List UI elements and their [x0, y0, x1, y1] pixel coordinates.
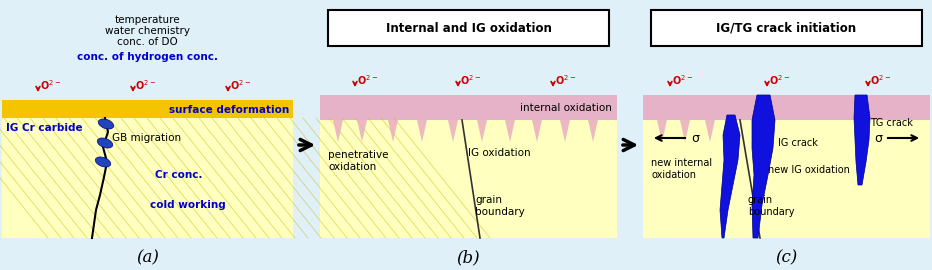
- Text: (b): (b): [457, 249, 480, 266]
- Polygon shape: [720, 115, 740, 238]
- Text: O$^{2-}$: O$^{2-}$: [672, 73, 693, 87]
- Text: σ: σ: [691, 131, 699, 144]
- Text: O$^{2-}$: O$^{2-}$: [460, 73, 481, 87]
- Ellipse shape: [97, 138, 113, 148]
- Text: water chemistry: water chemistry: [105, 26, 190, 36]
- Text: internal oxidation: internal oxidation: [520, 103, 612, 113]
- Bar: [643, 2, 930, 238]
- Text: (a): (a): [136, 249, 159, 266]
- Text: cold working: cold working: [150, 200, 226, 210]
- Bar: [643, 120, 930, 238]
- Text: GB migration: GB migration: [112, 133, 181, 143]
- Text: Cr conc.: Cr conc.: [155, 170, 202, 180]
- Polygon shape: [333, 120, 343, 142]
- Text: O$^{2-}$: O$^{2-}$: [230, 78, 251, 92]
- Polygon shape: [448, 120, 458, 142]
- Text: O$^{2-}$: O$^{2-}$: [357, 73, 378, 87]
- Text: IG crack: IG crack: [778, 138, 818, 148]
- Bar: [643, 95, 930, 120]
- Bar: [2, 2, 293, 238]
- Ellipse shape: [95, 157, 111, 167]
- Text: conc. of DO: conc. of DO: [117, 37, 178, 47]
- FancyBboxPatch shape: [651, 10, 922, 46]
- Polygon shape: [560, 120, 570, 142]
- Polygon shape: [657, 120, 667, 142]
- Text: IG/TG crack initiation: IG/TG crack initiation: [717, 22, 857, 35]
- Polygon shape: [588, 120, 598, 142]
- Bar: [320, 95, 617, 120]
- Polygon shape: [532, 120, 542, 142]
- Text: temperature: temperature: [115, 15, 180, 25]
- Text: O$^{2-}$: O$^{2-}$: [769, 73, 790, 87]
- Polygon shape: [680, 120, 690, 142]
- Text: O$^{2-}$: O$^{2-}$: [40, 78, 62, 92]
- Text: Internal and IG oxidation: Internal and IG oxidation: [386, 22, 552, 35]
- Text: grain
boundary: grain boundary: [475, 195, 525, 217]
- Bar: [2, 100, 293, 118]
- FancyBboxPatch shape: [328, 10, 609, 46]
- Text: new IG oxidation: new IG oxidation: [768, 165, 850, 175]
- Polygon shape: [705, 120, 715, 142]
- Polygon shape: [854, 95, 870, 185]
- Text: (c): (c): [775, 249, 798, 266]
- Bar: [2, 118, 293, 238]
- Polygon shape: [477, 120, 487, 142]
- Polygon shape: [505, 120, 515, 142]
- Bar: [320, 120, 617, 238]
- Bar: [320, 2, 617, 238]
- Text: TG crack: TG crack: [870, 118, 912, 128]
- Polygon shape: [417, 120, 427, 142]
- Polygon shape: [752, 95, 775, 238]
- Polygon shape: [357, 120, 367, 142]
- Text: IG oxidation: IG oxidation: [468, 148, 530, 158]
- Text: surface deformation: surface deformation: [169, 105, 289, 115]
- Text: O$^{2-}$: O$^{2-}$: [135, 78, 156, 92]
- Text: new internal
oxidation: new internal oxidation: [651, 158, 712, 180]
- Text: grain
boundary: grain boundary: [748, 195, 794, 217]
- Ellipse shape: [99, 119, 114, 129]
- Text: O$^{2-}$: O$^{2-}$: [870, 73, 891, 87]
- Text: conc. of hydrogen conc.: conc. of hydrogen conc.: [77, 52, 218, 62]
- Text: IG Cr carbide: IG Cr carbide: [6, 123, 83, 133]
- Text: O$^{2-}$: O$^{2-}$: [555, 73, 576, 87]
- Polygon shape: [388, 120, 398, 142]
- Text: σ: σ: [874, 131, 882, 144]
- Text: penetrative
oxidation: penetrative oxidation: [328, 150, 389, 172]
